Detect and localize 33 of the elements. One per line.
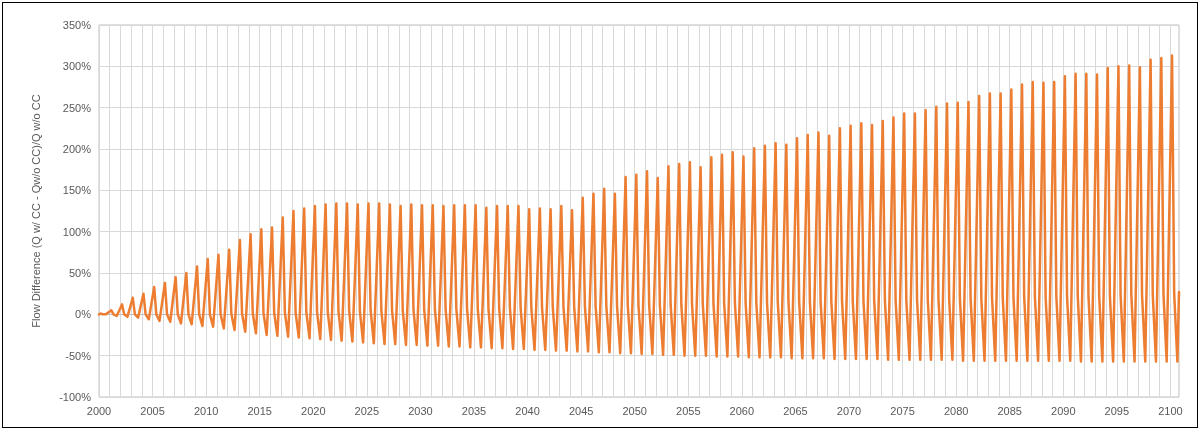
x-tick-label: 2000 — [86, 404, 112, 417]
y-tick-label: 100% — [62, 225, 92, 238]
y-axis-title: Flow Difference (Q w/ CC - Qw/o CC)/Q w/o CC — [29, 94, 42, 328]
y-tick-label: -100% — [59, 391, 92, 403]
y-tick-label: 200% — [62, 143, 92, 155]
x-tick-label: 2045 — [568, 404, 594, 417]
y-tick-label: 50% — [68, 267, 92, 279]
x-tick-label: 2030 — [408, 404, 433, 417]
x-tick-label: 2010 — [193, 404, 219, 417]
x-tick-label: 2005 — [140, 404, 165, 417]
x-tick-label: 2100 — [1158, 404, 1183, 417]
x-tick-label: 2075 — [890, 404, 915, 417]
x-tick-label: 2060 — [729, 404, 755, 417]
x-tick-label: 2085 — [997, 404, 1022, 417]
y-tick-label: 350% — [62, 19, 92, 31]
y-tick-label: 150% — [62, 184, 92, 197]
x-tick-label: 2020 — [301, 404, 326, 417]
x-tick-label: 2040 — [515, 404, 540, 417]
x-tick-label: 2070 — [836, 404, 862, 417]
x-tick-label: 2065 — [783, 404, 808, 417]
x-tick-label: 2025 — [354, 404, 380, 417]
y-tick-label: 250% — [62, 101, 92, 114]
x-tick-label: 2015 — [247, 404, 272, 417]
x-tick-label: 2090 — [1051, 404, 1076, 417]
x-tick-label: 2095 — [1104, 404, 1130, 417]
y-tick-label: 300% — [62, 60, 92, 73]
x-tick-label: 2050 — [622, 404, 647, 417]
y-tick-label: -50% — [65, 349, 92, 362]
y-tick-label: 0% — [75, 308, 92, 321]
x-tick-label: 2055 — [676, 404, 701, 417]
line-series — [97, 54, 1181, 363]
x-tick-label: 2080 — [943, 404, 969, 417]
x-tick-label: 2035 — [461, 404, 487, 417]
